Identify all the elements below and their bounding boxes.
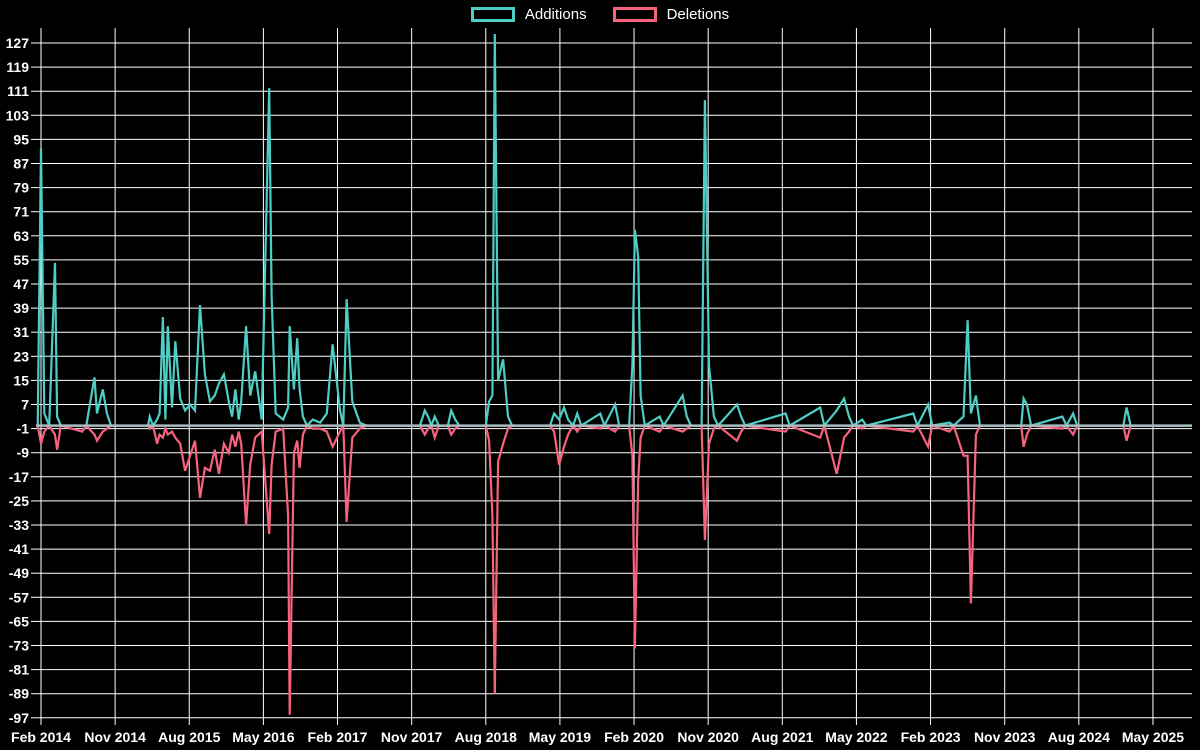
x-tick-label: Nov 2023 [974,729,1036,745]
y-tick-label: -41 [9,541,29,557]
y-tick-label: -17 [9,469,29,485]
legend-label-additions: Additions [524,6,587,23]
y-tick-label: 31 [13,324,29,340]
x-tick-label: Aug 2018 [455,729,517,745]
y-tick-label: 111 [7,83,29,99]
deletions-series-line [36,421,1190,715]
x-tick-label: Aug 2024 [1048,729,1110,745]
additions-series-line [36,33,1190,429]
y-tick-label: 87 [13,156,29,172]
y-tick-label: -97 [9,710,29,726]
y-tick-label: 23 [13,348,29,364]
y-tick-label: 79 [13,180,29,196]
x-tick-label: Nov 2017 [381,729,443,745]
y-tick-label: -65 [9,613,29,629]
y-tick-label: -1 [17,421,30,437]
y-tick-label: 39 [13,300,29,316]
y-tick-label: 95 [13,131,29,147]
x-tick-label: Feb 2023 [901,729,961,745]
legend-item-additions[interactable]: Additions [470,6,587,23]
x-tick-label: Aug 2015 [158,729,220,745]
y-tick-label: 55 [13,252,29,268]
legend-item-deletions[interactable]: Deletions [612,6,730,23]
y-tick-label: 7 [21,397,29,413]
x-tick-label: Feb 2014 [11,729,71,745]
x-tick-label: Feb 2017 [308,729,368,745]
additions-swatch-icon [470,7,515,22]
x-tick-label: Nov 2014 [84,729,146,745]
y-tick-label: -33 [9,517,29,533]
chart-legend: Additions Deletions [0,6,1200,23]
x-tick-label: Aug 2021 [751,729,813,745]
y-tick-label: 47 [13,276,29,292]
y-tick-label: 103 [6,107,30,123]
y-tick-label: -49 [9,565,29,581]
x-tick-label: Nov 2020 [677,729,739,745]
legend-label-deletions: Deletions [666,6,730,23]
y-tick-label: -25 [9,493,29,509]
y-tick-label: -89 [9,686,29,702]
y-tick-label: -57 [9,589,29,605]
y-tick-label: 71 [13,204,29,220]
x-tick-label: May 2025 [1122,729,1184,745]
y-tick-label: 15 [13,372,29,388]
y-tick-label: -81 [9,662,29,678]
x-tick-label: May 2016 [232,729,294,745]
y-tick-label: -73 [9,638,29,654]
deletions-swatch-icon [612,7,657,22]
x-tick-label: Feb 2020 [604,729,664,745]
y-tick-label: 127 [6,35,30,51]
y-tick-label: 63 [13,228,29,244]
y-tick-label: 119 [6,59,29,75]
y-tick-label: -9 [17,445,30,461]
x-tick-label: May 2022 [825,729,887,745]
x-tick-label: May 2019 [529,729,591,745]
